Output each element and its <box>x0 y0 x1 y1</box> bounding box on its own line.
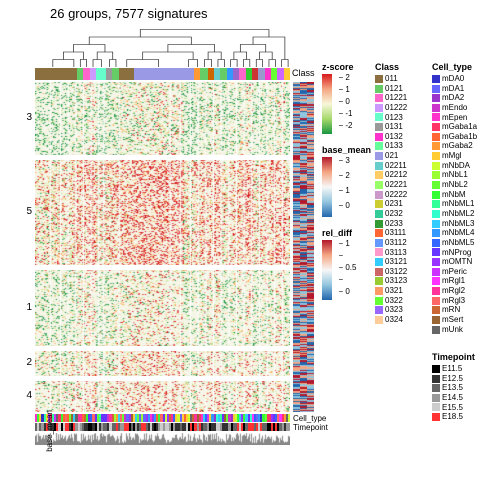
class-strip-label: Class <box>292 68 315 78</box>
bottom-annotation-strips <box>35 414 290 444</box>
basemean-axis-label: base_mean <box>45 410 54 470</box>
row-cluster-labels: 35124 <box>18 82 32 412</box>
main-heatmap <box>35 82 290 412</box>
class-color-strip <box>35 68 290 80</box>
basemean-bar <box>300 82 307 412</box>
celltype-strip <box>35 414 290 422</box>
timepoint-strip <box>35 423 290 431</box>
plot-title: 26 groups, 7577 signatures <box>50 6 208 21</box>
zscore-bar <box>293 82 300 412</box>
column-dendrogram <box>35 22 290 67</box>
timepoint-label: Timepoint <box>293 423 328 432</box>
basemean-bottom-bar <box>35 433 290 445</box>
side-annotation-bars <box>293 82 314 412</box>
reldiff-bar <box>307 82 314 412</box>
celltype-label: Cell_type <box>293 414 326 423</box>
